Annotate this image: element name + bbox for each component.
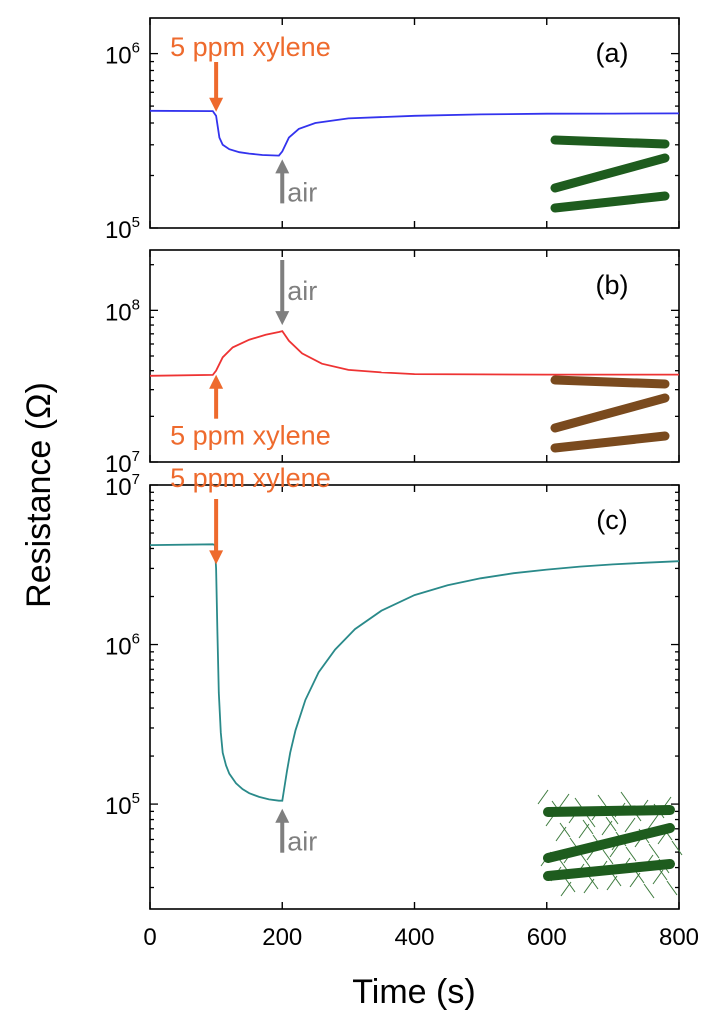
annotation-label: 5 ppm xylene <box>170 463 331 493</box>
y-tick-label: 107 <box>105 471 140 501</box>
annotation-label: air <box>287 177 317 207</box>
x-tick-label: 800 <box>659 924 699 951</box>
nanowire-branch <box>666 880 678 896</box>
panels: 105 106 (a) 5 ppm xylene air 107 108 (b) air 5 pp… <box>105 17 699 951</box>
nanowire-branch <box>625 846 637 862</box>
panel-1: 105 106 (a) 5 ppm xylene air <box>105 17 680 244</box>
nanowire-branch <box>647 814 659 830</box>
nanowire-branch <box>559 822 571 838</box>
nanorod <box>550 135 670 149</box>
annotation-arrow-head <box>209 374 224 389</box>
nanowire-branch <box>582 819 594 835</box>
nanowire-branch <box>671 840 683 856</box>
annotation-arrow-head <box>275 311 290 326</box>
annotation-label: 5 ppm xylene <box>170 32 331 62</box>
panel-label: (a) <box>596 38 629 68</box>
y-tick-label: 106 <box>105 40 140 70</box>
annotation-arrow-head <box>275 159 290 174</box>
nanowire-branch <box>558 793 570 809</box>
nanorod <box>550 393 670 433</box>
panel-3: 0 200 400 600 800 105 106 107 (c) 5 ppm xylene air <box>105 463 699 951</box>
annotation-label: 5 ppm xylene <box>170 421 331 451</box>
annotation-arrow-head <box>209 97 224 112</box>
x-tick-label: 600 <box>527 924 567 951</box>
series-line-c <box>149 543 680 802</box>
nanowire-branch <box>587 874 599 890</box>
y-axis-title: Resistance (Ω) <box>20 382 58 608</box>
nanorod <box>550 431 670 453</box>
y-tick-label: 108 <box>105 296 140 326</box>
nanowire-inset <box>537 789 683 899</box>
nanowire-branch <box>605 816 617 832</box>
y-tick-label: 106 <box>105 631 140 661</box>
y-tick-label: 107 <box>105 448 140 478</box>
annotation-arrow-head <box>275 808 290 823</box>
nanowire-branch <box>602 849 614 865</box>
nanowire-rod <box>543 805 675 817</box>
nanowire-branch <box>620 791 632 807</box>
series-line-b <box>149 330 679 377</box>
nanowire-branch <box>643 883 655 899</box>
nanowire-branch <box>648 843 660 859</box>
annotation-label: air <box>287 827 317 857</box>
nanorod <box>550 375 670 389</box>
nanorod <box>550 153 670 193</box>
x-tick-label: 0 <box>143 924 156 951</box>
annotation-arrow-head <box>209 550 224 565</box>
y-tick-label: 105 <box>105 214 140 244</box>
y-tick-label: 105 <box>105 790 140 820</box>
nanowire-branch <box>537 789 549 805</box>
panel-label: (b) <box>596 270 629 300</box>
annotation-label: air <box>287 276 317 306</box>
nanowire-rod <box>543 823 675 863</box>
panel-label: (c) <box>596 505 627 535</box>
x-axis-title: Time (s) <box>352 973 475 1011</box>
series-line-a <box>149 109 680 157</box>
nanowire-branch <box>579 852 591 868</box>
nanowire-branch <box>624 817 636 833</box>
nanorod <box>550 191 670 213</box>
panel-2: 107 108 (b) air 5 ppm xylene <box>105 249 680 478</box>
nanowire-rod <box>543 859 675 881</box>
nanowire-branch <box>564 877 576 893</box>
x-tick-label: 400 <box>394 924 434 951</box>
x-tick-label: 200 <box>262 924 302 951</box>
